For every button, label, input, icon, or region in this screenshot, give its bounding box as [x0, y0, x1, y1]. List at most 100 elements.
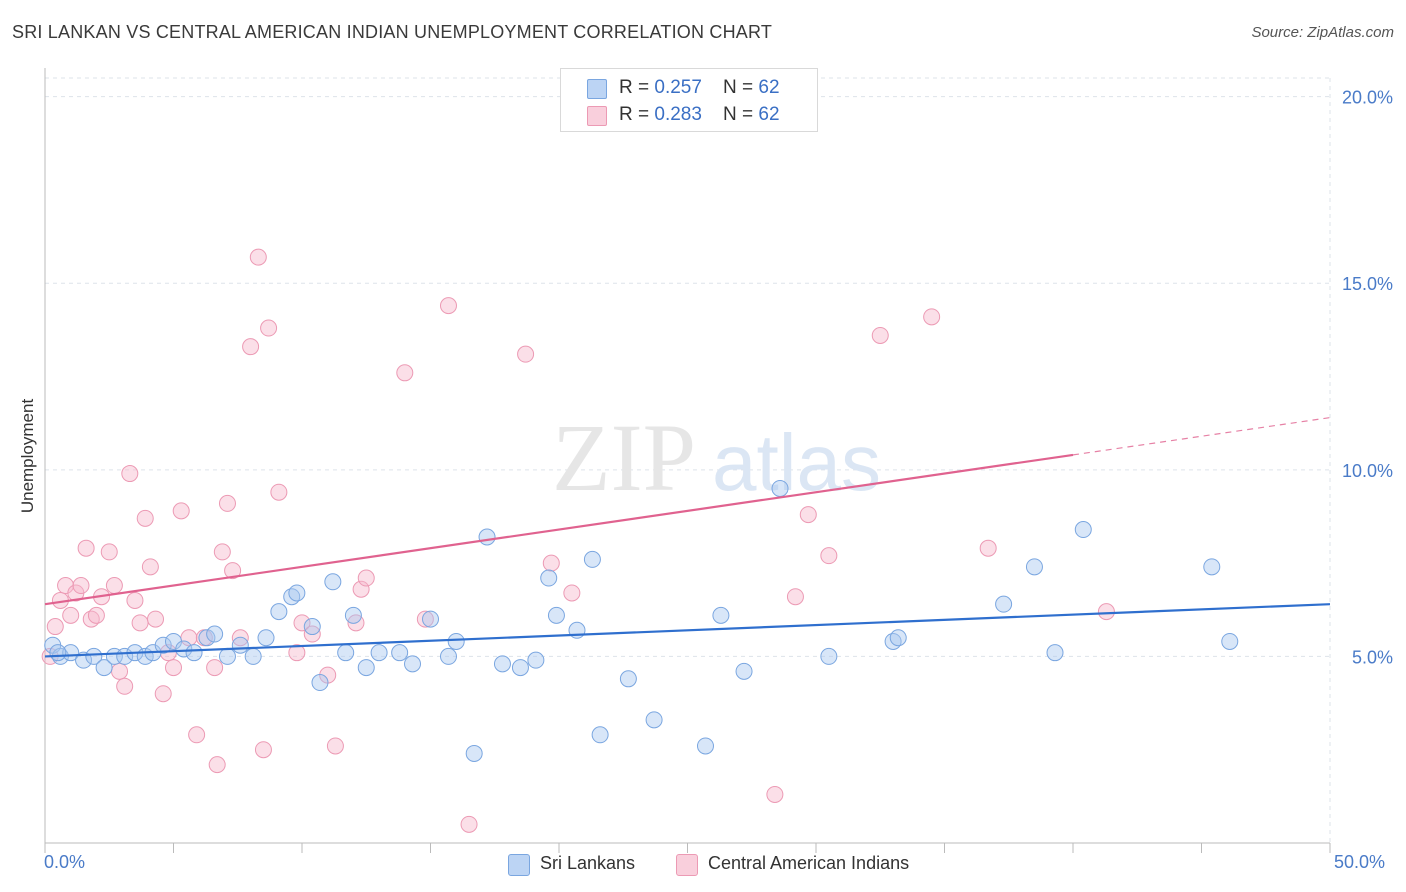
point-sri-lankans — [583, 550, 601, 568]
point-central-american-indians — [416, 610, 434, 628]
point-sri-lankans — [75, 651, 93, 669]
point-central-american-indians — [218, 494, 236, 512]
y-tick-label: 15.0% — [1342, 274, 1393, 294]
legend-r-value: 0.283 — [654, 104, 702, 125]
point-central-american-indians — [121, 465, 139, 483]
legend-r-value: 0.257 — [654, 77, 702, 98]
point-sri-lankans — [95, 659, 113, 677]
point-sri-lankans — [547, 606, 565, 624]
point-sri-lankans — [244, 647, 262, 665]
point-sri-lankans — [591, 726, 609, 744]
y-tick-label: 20.0% — [1342, 88, 1393, 108]
point-central-american-indians — [231, 629, 249, 647]
point-sri-lankans — [404, 655, 422, 673]
point-central-american-indians — [820, 547, 838, 565]
point-sri-lankans — [154, 636, 172, 654]
bottom-legend-swatch-blue — [508, 854, 530, 876]
legend-text-blue: R = 0.257 N = 62 — [619, 77, 780, 99]
point-central-american-indians — [270, 483, 288, 501]
point-sri-lankans — [422, 610, 439, 628]
point-central-american-indians — [260, 319, 278, 337]
watermark: ZIP atlas — [552, 404, 881, 511]
point-central-american-indians — [188, 726, 206, 744]
point-central-american-indians — [141, 558, 159, 576]
point-sri-lankans — [288, 584, 306, 602]
point-central-american-indians — [254, 741, 272, 759]
legend-r-label: R = — [619, 77, 655, 98]
point-sri-lankans — [1046, 644, 1064, 662]
point-sri-lankans — [175, 640, 193, 658]
point-central-american-indians — [62, 606, 80, 624]
point-central-american-indians — [439, 297, 457, 315]
point-central-american-indians — [242, 338, 260, 356]
point-sri-lankans — [311, 674, 329, 692]
point-sri-lankans — [995, 595, 1013, 613]
point-central-american-indians — [293, 614, 311, 632]
point-central-american-indians — [396, 364, 414, 382]
point-sri-lankans — [645, 711, 663, 729]
point-central-american-indians — [126, 591, 144, 609]
point-central-american-indians — [799, 506, 817, 524]
point-central-american-indians — [224, 562, 242, 580]
point-sri-lankans — [270, 603, 288, 621]
point-sri-lankans — [185, 644, 203, 662]
trend-line-central-american-indians-extension — [1072, 416, 1331, 456]
axes — [44, 68, 1331, 853]
point-sri-lankans — [49, 644, 67, 662]
point-sri-lankans — [1074, 521, 1092, 539]
point-central-american-indians — [871, 326, 889, 344]
series-pink-points — [41, 248, 1115, 833]
point-central-american-indians — [136, 509, 154, 527]
point-central-american-indians — [154, 685, 172, 703]
point-central-american-indians — [100, 543, 118, 561]
point-central-american-indians — [105, 577, 123, 595]
point-central-american-indians — [131, 614, 149, 632]
point-sri-lankans — [619, 670, 637, 688]
point-sri-lankans — [218, 647, 236, 665]
point-central-american-indians — [542, 554, 560, 572]
point-central-american-indians — [165, 659, 182, 677]
point-central-american-indians — [352, 580, 370, 598]
bottom-legend-label-blue: Sri Lankans — [540, 853, 636, 873]
x-tick-label-max: 50.0% — [1334, 852, 1386, 872]
trend-lines — [44, 416, 1331, 658]
point-sri-lankans — [1221, 632, 1239, 650]
point-sri-lankans — [206, 625, 224, 643]
trend-line-sri-lankans — [44, 603, 1331, 658]
legend-n-value: 62 — [758, 104, 780, 125]
x-tick-label-min: 0.0% — [44, 852, 86, 872]
watermark-atlas: atlas — [712, 418, 881, 507]
point-sri-lankans — [370, 644, 388, 662]
point-sri-lankans — [465, 744, 483, 762]
point-central-american-indians — [116, 677, 134, 695]
point-sri-lankans — [1203, 558, 1221, 576]
source-label: Source: ZipAtlas.com — [1251, 24, 1394, 41]
point-central-american-indians — [147, 610, 165, 628]
legend-n-value: 62 — [758, 77, 780, 98]
chart-title: SRI LANKAN VS CENTRAL AMERICAN INDIAN UN… — [12, 22, 773, 42]
point-central-american-indians — [213, 543, 231, 561]
point-sri-lankans — [696, 737, 714, 755]
legend-swatch-blue — [587, 79, 607, 99]
point-central-american-indians — [460, 815, 478, 833]
legend-n-label: N = — [723, 77, 759, 98]
y-tick-label: 10.0% — [1342, 461, 1393, 481]
point-central-american-indians — [563, 584, 581, 602]
point-central-american-indians — [87, 606, 105, 624]
point-central-american-indians — [923, 308, 941, 326]
point-central-american-indians — [786, 588, 804, 606]
bottom-legend-swatch-pink — [676, 854, 698, 876]
bottom-legend-label-pink: Central American Indians — [708, 853, 910, 873]
point-central-american-indians — [979, 539, 997, 557]
correlation-legend: R = 0.257 N = 62 R = 0.283 N = 62 — [560, 68, 818, 132]
point-sri-lankans — [478, 528, 496, 546]
point-sri-lankans — [447, 632, 465, 650]
watermark-zip: ZIP — [552, 404, 696, 511]
point-central-american-indians — [206, 659, 224, 677]
point-sri-lankans — [889, 629, 907, 647]
legend-r-label: R = — [619, 104, 655, 125]
point-sri-lankans — [85, 647, 103, 665]
point-sri-lankans — [303, 618, 321, 636]
point-sri-lankans — [344, 606, 362, 624]
